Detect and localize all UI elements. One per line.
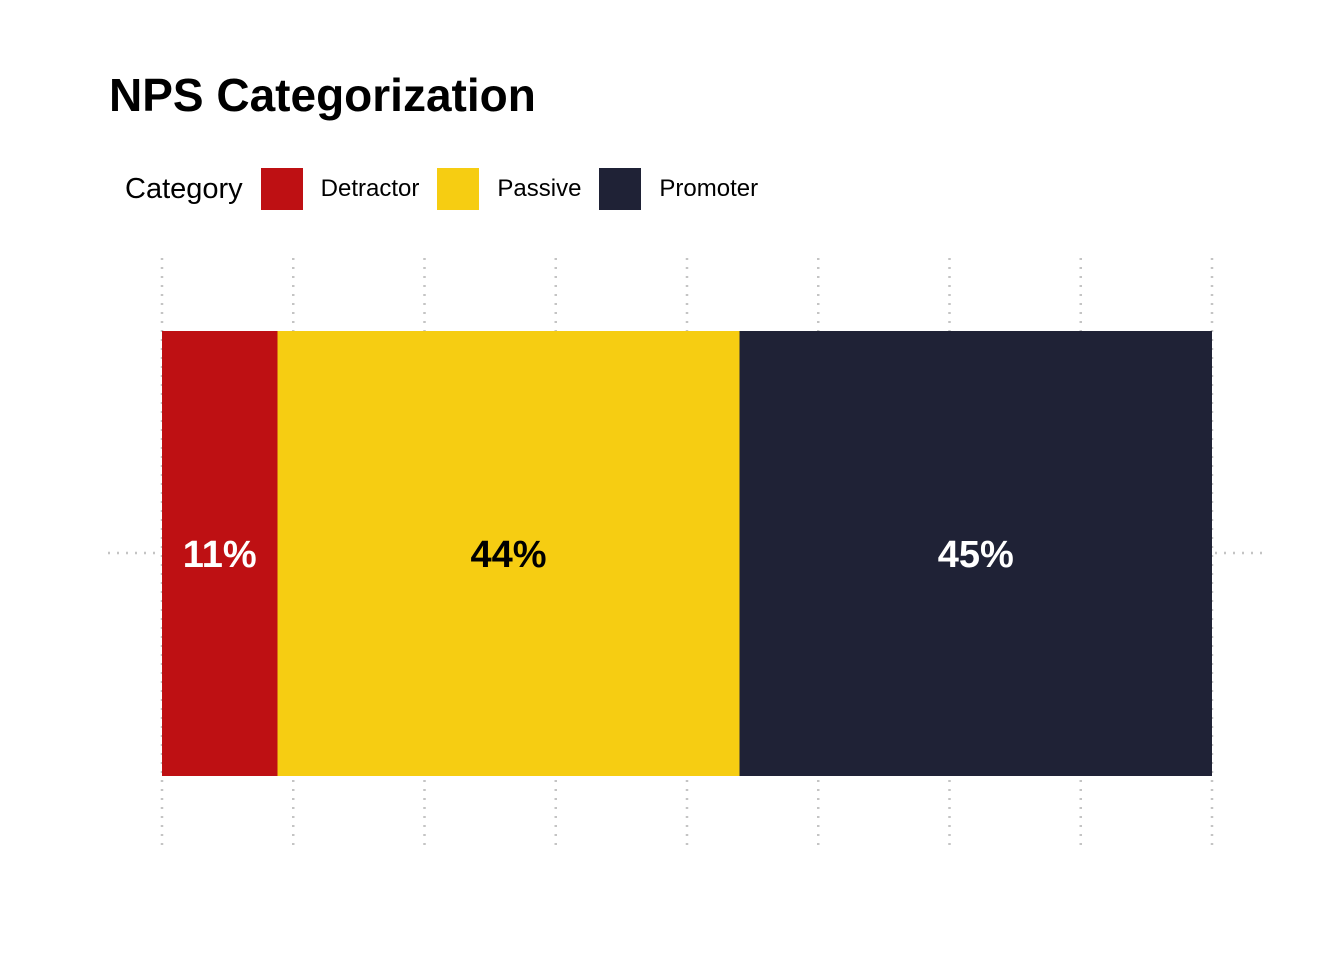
legend-item-promoter: Promoter	[599, 168, 758, 210]
legend: Category Detractor Passive Promoter	[125, 167, 776, 211]
legend-item-detractor: Detractor	[260, 168, 420, 210]
legend-label-promoter: Promoter	[659, 175, 759, 202]
data-labels: 11% 44% 45%	[183, 534, 1014, 576]
bar-segment-detractor	[162, 331, 278, 776]
bar-segment-promoter	[739, 331, 1212, 776]
chart-title: NPS Categorization	[109, 69, 536, 121]
legend-title: Category	[125, 172, 243, 205]
legend-swatch-promoter	[599, 168, 642, 210]
legend-label-detractor: Detractor	[320, 175, 420, 202]
legend-item-passive: Passive	[437, 168, 581, 210]
data-label-passive: 44%	[470, 534, 546, 576]
legend-swatch-passive	[437, 168, 480, 210]
legend-label-passive: Passive	[497, 175, 582, 202]
data-label-detractor: 11%	[183, 534, 257, 576]
data-label-promoter: 45%	[938, 534, 1014, 576]
bar-segments	[162, 331, 1212, 776]
bar-segment-passive	[277, 331, 740, 776]
legend-swatch-detractor	[260, 168, 303, 210]
